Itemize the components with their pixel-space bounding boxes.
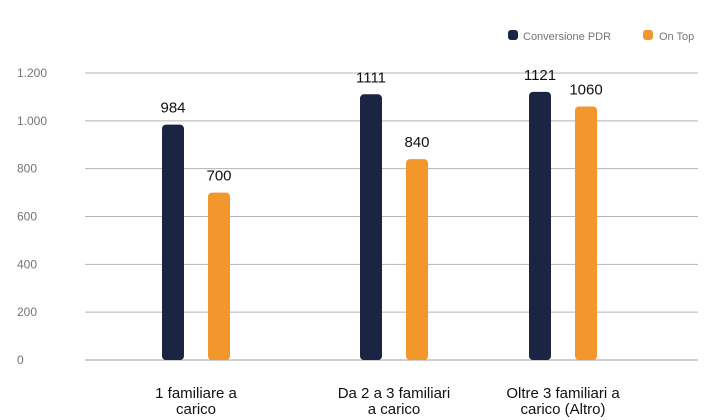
data-label: 700 (206, 168, 231, 185)
x-tick-label: 1 familiare a carico (155, 385, 237, 418)
legend-swatch (643, 30, 653, 40)
bar-on-top (406, 159, 428, 360)
gridlines (85, 72, 698, 361)
x-tick-label: Da 2 a 3 familiari a carico (338, 385, 451, 418)
legend-swatch (508, 30, 518, 40)
bar-conversione-pdr (162, 124, 184, 360)
bar-conversione-pdr (360, 94, 382, 361)
legend-label: Conversione PDR (523, 31, 611, 43)
data-label: 1111 (356, 69, 386, 86)
x-tick-label: Oltre 3 familiari a carico (Altro) (506, 385, 620, 418)
data-label: 840 (404, 134, 429, 151)
bar-on-top (208, 192, 230, 360)
legend-label: On Top (659, 31, 694, 43)
data-label: 1121 (524, 67, 556, 84)
y-tick-label: 0 (17, 353, 24, 367)
data-labels: 984 700 1111 840 1121 1060 (160, 67, 602, 185)
y-tick-label: 400 (17, 257, 37, 271)
bar-conversione-pdr (529, 91, 551, 360)
bar-on-top (575, 106, 597, 360)
y-tick-label: 600 (17, 210, 37, 224)
y-tick-label: 1.000 (17, 114, 47, 128)
data-label: 1060 (569, 81, 602, 98)
y-axis: 0 200 400 600 800 1.000 1.200 (17, 66, 47, 367)
data-label: 984 (160, 100, 185, 117)
y-tick-label: 200 (17, 305, 37, 319)
y-tick-label: 800 (17, 162, 37, 176)
legend: Conversione PDR On Top (508, 30, 694, 43)
x-axis: 1 familiare a carico Da 2 a 3 familiari a c… (155, 385, 620, 418)
y-tick-label: 1.200 (17, 66, 47, 80)
bars (162, 91, 597, 361)
